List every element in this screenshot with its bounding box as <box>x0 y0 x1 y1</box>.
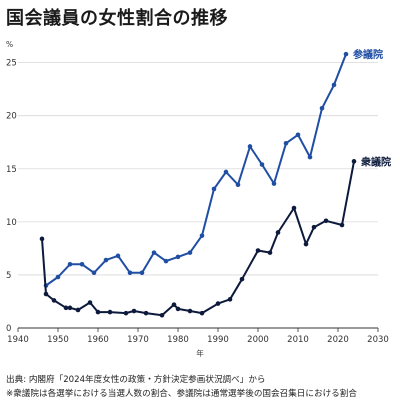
y-axis-label: % <box>6 40 13 49</box>
data-point <box>267 250 273 255</box>
x-axis-label: 年 <box>196 348 204 358</box>
axes: 0 5 10 15 20 25 1940 1950 1960 1970 1980 1990 2000 20… <box>6 40 389 358</box>
series-label-0: 参議院 <box>353 48 383 61</box>
y-tick-label: 20 <box>6 112 17 122</box>
x-tick-label: 2020 <box>327 335 349 345</box>
data-point <box>75 307 81 313</box>
data-point <box>307 154 313 160</box>
data-point <box>143 310 149 316</box>
data-point <box>331 82 337 88</box>
data-point <box>139 270 145 276</box>
x-tick-label: 1960 <box>87 335 109 345</box>
data-point <box>63 305 69 311</box>
series-layer <box>39 51 357 318</box>
data-point <box>211 186 217 192</box>
x-tick-label: 1990 <box>207 335 229 345</box>
data-point <box>115 253 121 259</box>
data-point <box>259 162 265 167</box>
method-note: ※衆議院は各選挙における当選人数の割合、参議院は通常選挙後の国会召集日における割… <box>6 389 357 399</box>
data-point <box>271 181 277 186</box>
data-point <box>51 298 57 303</box>
data-point <box>87 300 93 305</box>
source-note: 出典: 内閣府「2024年度女性の政策・方針決定参画状況調べ」から <box>6 375 266 385</box>
data-point <box>67 262 73 267</box>
data-point <box>303 241 309 247</box>
data-point <box>227 297 233 302</box>
series-line-1 <box>41 161 355 317</box>
data-point <box>235 182 241 187</box>
data-point <box>275 230 281 235</box>
data-point <box>323 218 329 224</box>
data-point <box>291 205 297 211</box>
data-point <box>175 306 181 312</box>
x-tick-label: 2000 <box>247 335 269 345</box>
data-point <box>319 105 325 111</box>
data-point <box>55 274 61 280</box>
data-point <box>95 309 101 315</box>
data-point <box>175 254 181 260</box>
series-label-1: 衆議院 <box>361 155 391 168</box>
data-point <box>91 270 97 276</box>
y-tick-label: 25 <box>6 59 17 69</box>
data-point <box>187 308 193 314</box>
footer: 出典: 内閣府「2024年度女性の政策・方針決定参画状況調べ」から ※衆議院は各… <box>6 373 357 401</box>
data-point <box>67 305 73 311</box>
data-point <box>223 169 229 175</box>
data-point <box>199 233 205 238</box>
data-point <box>239 276 245 282</box>
data-point <box>215 301 221 306</box>
data-point <box>39 236 45 242</box>
x-tick-label: 2030 <box>367 335 389 345</box>
data-point <box>127 270 133 276</box>
data-point <box>131 308 137 314</box>
data-point <box>295 132 301 138</box>
data-point <box>255 248 261 253</box>
x-tick-label: 1950 <box>47 335 69 345</box>
data-point <box>343 51 349 57</box>
data-point <box>199 310 205 316</box>
data-point <box>123 310 129 316</box>
x-tick-label: 1970 <box>127 335 149 345</box>
x-tick-label: 1980 <box>167 335 189 345</box>
data-point <box>283 140 289 146</box>
page-title: 国会議員の女性割合の推移 <box>6 8 228 29</box>
y-tick-label: 0 <box>6 324 11 334</box>
data-point <box>311 224 317 230</box>
y-tick-label: 15 <box>6 165 17 175</box>
data-point <box>43 291 49 297</box>
data-point <box>107 309 113 315</box>
x-tick-label: 2010 <box>287 335 309 345</box>
x-tick-label: 1940 <box>7 335 29 345</box>
data-point <box>151 250 157 255</box>
data-point <box>163 258 169 264</box>
data-point <box>247 144 253 149</box>
data-point <box>159 312 165 318</box>
data-point <box>351 159 357 164</box>
data-point <box>339 222 345 228</box>
series-line-0 <box>45 53 347 287</box>
data-point <box>103 257 109 263</box>
data-point <box>171 302 177 307</box>
data-point <box>79 262 85 267</box>
y-tick-label: 10 <box>6 218 17 228</box>
data-point <box>187 250 193 255</box>
y-tick-label: 5 <box>6 271 11 281</box>
